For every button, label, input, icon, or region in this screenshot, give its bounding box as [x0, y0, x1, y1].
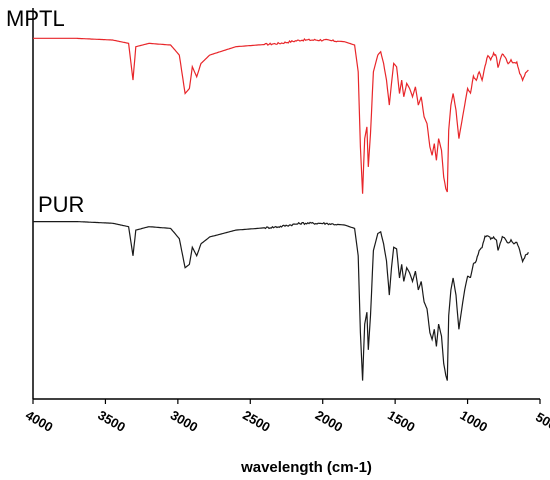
series-line-pur — [33, 221, 529, 381]
x-axis-ticks: 4000 3500 3000 2500 2000 1500 1000 500 — [23, 399, 550, 435]
series-line-mptl — [33, 37, 529, 194]
x-tick-label: 3500 — [95, 407, 128, 434]
series-label-mptl: MPTL — [6, 6, 65, 31]
plot-area: 4000 3500 3000 2500 2000 1500 1000 500 MPTL PUR — [6, 6, 550, 435]
x-tick-label: 2500 — [240, 407, 273, 434]
x-tick-label: 4000 — [23, 407, 56, 434]
x-tick-label: 1000 — [458, 407, 491, 434]
x-tick-label: 1500 — [385, 407, 418, 434]
x-tick-label: 3000 — [168, 407, 201, 434]
spectra: MPTL PUR — [6, 6, 529, 381]
x-axis-title: wavelength (cm-1) — [240, 459, 372, 476]
x-tick-label: 2000 — [313, 407, 346, 434]
x-tick-label: 500 — [533, 409, 550, 433]
series-label-pur: PUR — [38, 192, 84, 217]
